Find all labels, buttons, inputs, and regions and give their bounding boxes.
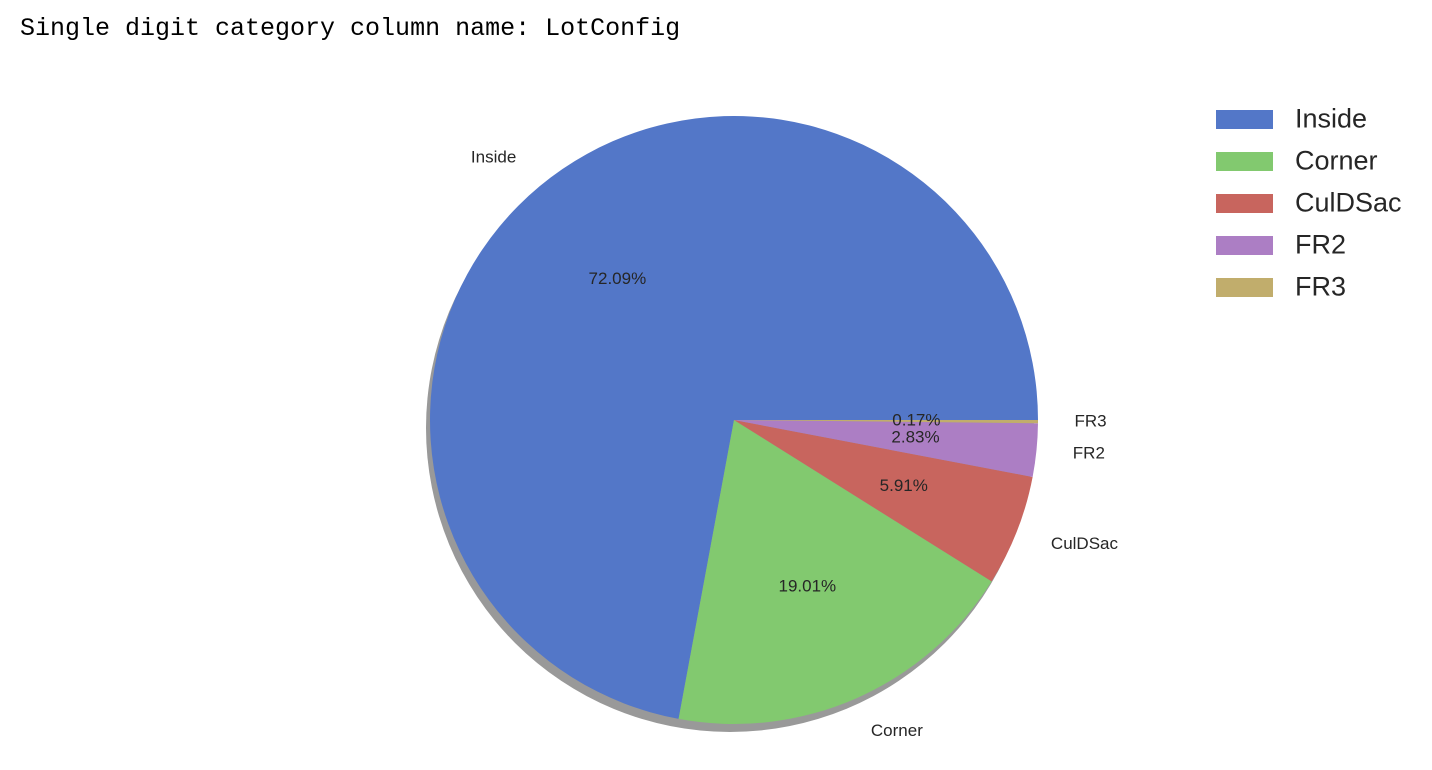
legend-swatch-culdsac bbox=[1216, 194, 1273, 213]
pie-slice-fr3 bbox=[734, 420, 1039, 424]
slice-label-corner: Corner bbox=[871, 721, 923, 740]
slice-percent-fr2: 2.83% bbox=[891, 428, 939, 447]
pie-slice-fr2 bbox=[734, 420, 1038, 477]
legend-swatch-corner bbox=[1216, 152, 1273, 171]
slice-percent-corner: 19.01% bbox=[779, 576, 837, 595]
legend-label-fr2: FR2 bbox=[1295, 230, 1346, 260]
legend-swatch-fr2 bbox=[1216, 236, 1273, 255]
slice-percent-inside: 72.09% bbox=[589, 269, 647, 288]
slice-label-fr3: FR3 bbox=[1074, 411, 1106, 430]
pie-slice-culdsac bbox=[734, 420, 1033, 582]
pie-slice-corner bbox=[678, 420, 992, 725]
legend-swatch-inside bbox=[1216, 110, 1273, 129]
legend-label-corner: Corner bbox=[1295, 146, 1378, 176]
legend-swatch-fr3 bbox=[1216, 278, 1273, 297]
slice-label-inside: Inside bbox=[471, 148, 516, 167]
pie-slice-inside bbox=[430, 116, 1038, 719]
legend-label-inside: Inside bbox=[1295, 104, 1367, 134]
slice-percent-culdsac: 5.91% bbox=[880, 476, 928, 495]
pie-slices bbox=[430, 116, 1039, 725]
legend-label-fr3: FR3 bbox=[1295, 272, 1346, 302]
slice-percent-fr3: 0.17% bbox=[892, 410, 940, 429]
slice-label-fr2: FR2 bbox=[1073, 443, 1105, 462]
legend-label-culdsac: CulDSac bbox=[1295, 188, 1402, 218]
pie-labels: Inside 72.09% Corner 19.01% CulDSac 5.91% FR2 2… bbox=[471, 148, 1119, 741]
chart-legend: Inside Corner CulDSac FR2 FR3 bbox=[1216, 104, 1402, 302]
slice-label-culdsac: CulDSac bbox=[1051, 534, 1119, 553]
cell-output-text: Single digit category column name: LotCo… bbox=[20, 14, 681, 43]
